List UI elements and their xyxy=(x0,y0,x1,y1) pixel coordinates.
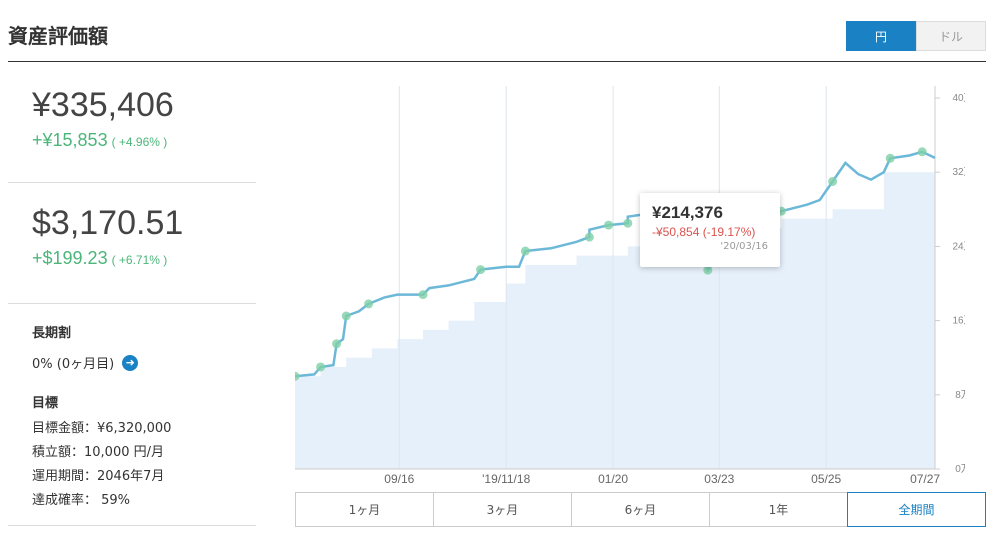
range-6m-button[interactable]: 6ヶ月 xyxy=(572,493,710,526)
goal-list: 目標金額：¥6,320,000 積立額：10,000 円/月 運用期間：2046… xyxy=(32,417,256,513)
chart-x-tick-label: '19/11/18 xyxy=(482,472,530,486)
chart-point xyxy=(520,246,530,256)
chart-y-tick-label: 32万 xyxy=(952,167,965,178)
summary-panel: ¥335,406 +¥15,853( +4.96% ) $3,170.51 +$… xyxy=(8,62,256,526)
chart-x-tick-label: 03/23 xyxy=(704,472,734,486)
yen-value-block: ¥335,406 +¥15,853( +4.96% ) xyxy=(8,62,256,183)
chart-y-tick-label: 24万 xyxy=(952,241,965,252)
goal-title: 目標 xyxy=(32,396,59,411)
range-all-button[interactable]: 全期間 xyxy=(847,492,986,527)
chart-point xyxy=(885,153,895,163)
chart-point xyxy=(604,220,614,230)
asset-chart[interactable]: 0万 8万 16万 24万 32万 40万 09/16 '19/11/18 01/20 03/23… xyxy=(295,86,965,486)
usd-value: $3,170.51 xyxy=(32,204,184,242)
chart-point xyxy=(341,311,351,321)
currency-toggle: 円 ドル xyxy=(846,21,986,51)
range-3m-button[interactable]: 3ヶ月 xyxy=(434,493,572,526)
chart-point xyxy=(584,232,594,242)
usd-value-block: $3,170.51 +$199.23( +6.71% ) xyxy=(8,183,256,304)
chart-area-fill xyxy=(295,172,935,469)
range-1m-button[interactable]: 1ヶ月 xyxy=(296,493,434,526)
chart-x-tick-label: 05/25 xyxy=(811,472,841,486)
longterm-row: 0% (0ヶ月目) ➜ xyxy=(32,353,256,372)
goal-period: 運用期間：2046年7月 xyxy=(32,469,165,484)
chart-point xyxy=(364,299,374,309)
chart-y-tick-label: 40万 xyxy=(952,93,965,104)
chart-tooltip: ¥214,376 -¥50,854 (-19.17%) '20/03/16 xyxy=(640,193,780,267)
chart-point xyxy=(332,339,342,349)
currency-yen-button[interactable]: 円 xyxy=(846,21,916,51)
range-1y-button[interactable]: 1年 xyxy=(710,493,848,526)
chart-point xyxy=(418,290,428,300)
chart-point xyxy=(917,147,927,157)
header: 資産評価額 円 ドル xyxy=(8,0,986,62)
chart-point xyxy=(476,265,486,275)
chart-point xyxy=(703,265,713,275)
goal-monthly: 積立額：10,000 円/月 xyxy=(32,445,164,460)
goal-amount: 目標金額：¥6,320,000 xyxy=(32,421,172,436)
usd-change: +$199.23( +6.71% ) xyxy=(32,248,256,269)
chart-point xyxy=(828,176,838,186)
chart-svg: 0万 8万 16万 24万 32万 40万 09/16 '19/11/18 01/20 03/23… xyxy=(295,86,965,486)
chart-y-tick-label: 16万 xyxy=(952,316,965,327)
tooltip-date: '20/03/16 xyxy=(720,241,768,252)
usd-change-amount: +$199.23 xyxy=(32,248,108,269)
yen-value: ¥335,406 xyxy=(32,86,174,124)
info-block: 長期割 0% (0ヶ月目) ➜ 目標 目標金額：¥6,320,000 積立額：1… xyxy=(8,304,256,526)
currency-usd-button[interactable]: ドル xyxy=(916,21,986,51)
longterm-title: 長期割 xyxy=(32,326,72,341)
yen-change-percent: ( +4.96% ) xyxy=(111,135,168,150)
page-title: 資産評価額 xyxy=(8,24,108,48)
yen-change: +¥15,853( +4.96% ) xyxy=(32,130,256,151)
chart-y-tick-label: 0万 xyxy=(955,464,965,475)
tooltip-value: ¥214,376 xyxy=(652,203,723,222)
arrow-right-icon[interactable]: ➜ xyxy=(122,354,139,371)
yen-change-amount: +¥15,853 xyxy=(32,130,108,151)
chart-x-tick-label: 01/20 xyxy=(598,472,628,486)
tooltip-change: -¥50,854 (-19.17%) xyxy=(652,225,756,239)
range-selector: 1ヶ月 3ヶ月 6ヶ月 1年 全期間 xyxy=(295,492,986,527)
longterm-value: 0% (0ヶ月目) xyxy=(32,357,115,372)
chart-point xyxy=(623,218,633,228)
chart-y-tick-label: 8万 xyxy=(955,390,965,401)
usd-change-percent: ( +6.71% ) xyxy=(111,253,168,268)
chart-x-tick-label: 07/27 xyxy=(910,472,940,486)
chart-x-tick-label: 09/16 xyxy=(384,472,414,486)
chart-point xyxy=(316,362,326,372)
chart-point xyxy=(295,371,300,381)
goal-probability: 達成確率： 59% xyxy=(32,493,131,508)
